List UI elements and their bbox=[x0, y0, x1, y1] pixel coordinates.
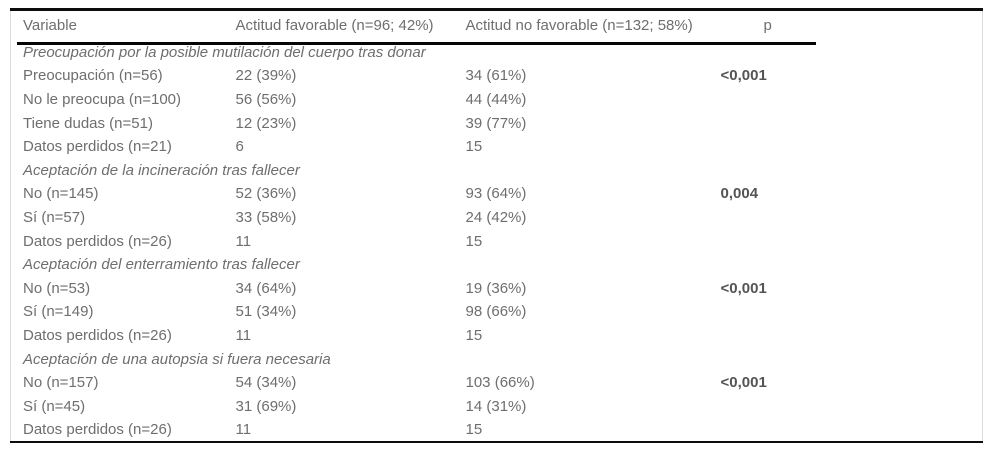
table-row: Sí (n=149) 51 (34%) 98 (66%) bbox=[11, 300, 983, 324]
row-no-favorable: 15 bbox=[465, 232, 483, 250]
table-row: Sí (n=57) 33 (58%) 24 (42%) bbox=[11, 206, 983, 230]
row-no-favorable: 19 (36%) bbox=[465, 279, 527, 297]
table-row: No (n=53) 34 (64%) 19 (36%) <0,001 bbox=[11, 276, 983, 300]
row-p-value bbox=[721, 324, 983, 348]
table-header: Variable Actitud favorable (n=96; 42%) A… bbox=[11, 10, 983, 41]
section-title-row: Aceptación del enterramiento tras fallec… bbox=[11, 253, 983, 277]
row-favorable: 33 (58%) bbox=[235, 208, 297, 226]
row-no-favorable: 34 (61%) bbox=[465, 67, 527, 85]
row-no-favorable: 15 bbox=[465, 420, 483, 438]
col-header-p: p bbox=[763, 17, 772, 35]
table-row: Tiene dudas (n=51) 12 (23%) 39 (77%) bbox=[11, 111, 983, 135]
row-variable: No (n=53) bbox=[23, 279, 91, 297]
table-row: No (n=157) 54 (34%) 103 (66%) <0,001 bbox=[11, 371, 983, 395]
section-title: Aceptación del enterramiento tras fallec… bbox=[23, 256, 300, 274]
row-favorable: 11 bbox=[235, 420, 252, 438]
statistics-table-container: Variable Actitud favorable (n=96; 42%) A… bbox=[10, 8, 983, 443]
row-variable: Sí (n=57) bbox=[23, 208, 86, 226]
row-favorable: 11 bbox=[235, 326, 252, 344]
row-p-value: <0,001 bbox=[720, 67, 767, 85]
col-header-variable: Variable bbox=[23, 17, 77, 35]
row-variable: Datos perdidos (n=26) bbox=[23, 420, 172, 438]
row-no-favorable: 44 (44%) bbox=[465, 90, 527, 108]
row-variable: Datos perdidos (n=26) bbox=[23, 232, 172, 250]
row-variable: Datos perdidos (n=21) bbox=[23, 138, 172, 156]
row-no-favorable: 15 bbox=[465, 138, 483, 156]
row-no-favorable: 103 (66%) bbox=[465, 374, 535, 392]
row-favorable: 31 (69%) bbox=[235, 397, 297, 415]
col-header-no-favorable: Actitud no favorable (n=132; 58%) bbox=[465, 17, 693, 35]
row-p-value bbox=[721, 229, 983, 253]
row-favorable: 6 bbox=[235, 138, 244, 156]
section-title-row: Preocupación por la posible mutilación d… bbox=[11, 41, 983, 65]
row-p-value: 0,004 bbox=[720, 185, 759, 203]
row-variable: Tiene dudas (n=51) bbox=[23, 114, 153, 132]
table-row: Sí (n=45) 31 (69%) 14 (31%) bbox=[11, 394, 983, 418]
row-variable: Datos perdidos (n=26) bbox=[23, 326, 172, 344]
header-row: Variable Actitud favorable (n=96; 42%) A… bbox=[11, 10, 983, 41]
row-no-favorable: 15 bbox=[465, 326, 483, 344]
table-row: Preocupación (n=56) 22 (39%) 34 (61%) <0… bbox=[11, 64, 983, 88]
row-no-favorable: 39 (77%) bbox=[465, 114, 527, 132]
row-p-value: <0,001 bbox=[720, 279, 767, 297]
table-row: Datos perdidos (n=26) 11 15 bbox=[11, 229, 983, 253]
row-no-favorable: 24 (42%) bbox=[465, 208, 527, 226]
section-title-row: Aceptación de la incineración tras falle… bbox=[11, 158, 983, 182]
row-no-favorable: 93 (64%) bbox=[465, 185, 527, 203]
section-title-row: Aceptación de una autopsia si fuera nece… bbox=[11, 347, 983, 371]
row-p-value bbox=[721, 418, 983, 442]
row-favorable: 51 (34%) bbox=[235, 303, 297, 321]
row-variable: No le preocupa (n=100) bbox=[23, 90, 182, 108]
section-title: Preocupación por la posible mutilación d… bbox=[23, 43, 426, 61]
row-favorable: 54 (34%) bbox=[235, 374, 297, 392]
row-variable: No (n=145) bbox=[23, 185, 99, 203]
row-no-favorable: 14 (31%) bbox=[465, 397, 527, 415]
row-favorable: 56 (56%) bbox=[235, 90, 297, 108]
table-row: No (n=145) 52 (36%) 93 (64%) 0,004 bbox=[11, 182, 983, 206]
row-favorable: 12 (23%) bbox=[235, 114, 297, 132]
table-row: Datos perdidos (n=21) 6 15 bbox=[11, 135, 983, 159]
header-divider-rule bbox=[17, 42, 816, 45]
table-body: Preocupación por la posible mutilación d… bbox=[11, 41, 983, 442]
table-row: Datos perdidos (n=26) 11 15 bbox=[11, 418, 983, 442]
row-p-value bbox=[721, 88, 983, 112]
section-title: Aceptación de la incineración tras falle… bbox=[23, 161, 300, 179]
row-variable: Preocupación (n=56) bbox=[23, 67, 163, 85]
row-variable: Sí (n=45) bbox=[23, 397, 86, 415]
row-favorable: 22 (39%) bbox=[235, 67, 297, 85]
row-p-value bbox=[721, 206, 983, 230]
row-p-value bbox=[721, 135, 983, 159]
row-p-value bbox=[721, 111, 983, 135]
row-variable: No (n=157) bbox=[23, 374, 99, 392]
table-row: Datos perdidos (n=26) 11 15 bbox=[11, 324, 983, 348]
row-favorable: 11 bbox=[235, 232, 252, 250]
row-favorable: 34 (64%) bbox=[235, 279, 297, 297]
row-p-value: <0,001 bbox=[720, 374, 767, 392]
col-header-favorable: Actitud favorable (n=96; 42%) bbox=[235, 17, 434, 35]
row-p-value bbox=[721, 394, 983, 418]
row-variable: Sí (n=149) bbox=[23, 303, 94, 321]
statistics-table: Variable Actitud favorable (n=96; 42%) A… bbox=[10, 8, 983, 443]
row-no-favorable: 98 (66%) bbox=[465, 303, 527, 321]
table-row: No le preocupa (n=100) 56 (56%) 44 (44%) bbox=[11, 88, 983, 112]
row-p-value bbox=[721, 300, 983, 324]
row-favorable: 52 (36%) bbox=[235, 185, 297, 203]
section-title: Aceptación de una autopsia si fuera nece… bbox=[23, 350, 331, 368]
